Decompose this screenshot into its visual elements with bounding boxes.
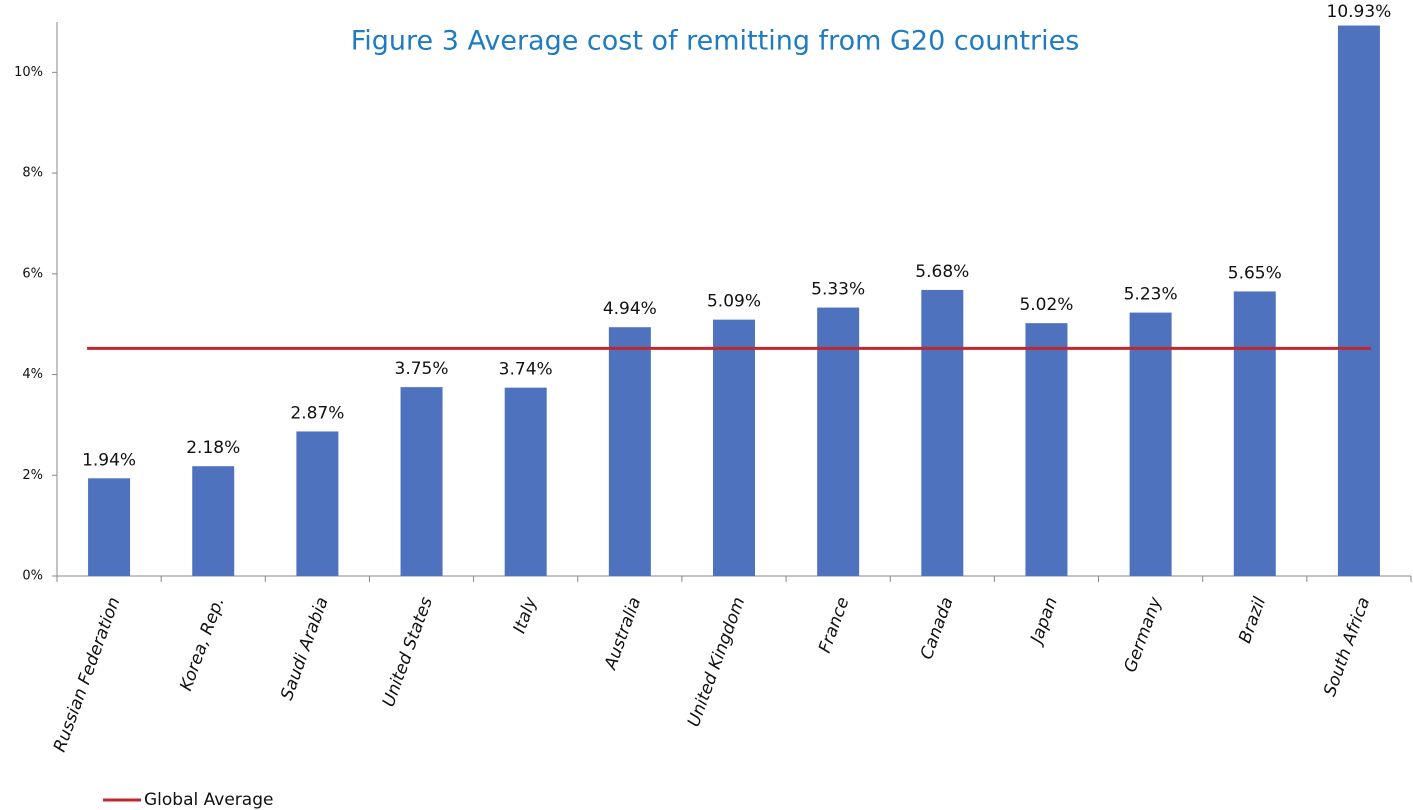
bar <box>1337 25 1380 577</box>
y-tick-label: 10% <box>14 65 43 80</box>
value-label: 2.18% <box>186 438 240 458</box>
x-tick-label: Canada <box>917 595 958 663</box>
x-tick-label: France <box>815 595 854 656</box>
bar <box>1233 291 1276 576</box>
x-tick-label: Germany <box>1120 594 1166 675</box>
bar <box>1025 323 1068 576</box>
value-label: 3.74% <box>499 360 553 380</box>
value-label: 3.75% <box>395 359 449 379</box>
y-tick-label: 0% <box>22 569 43 584</box>
bar <box>608 327 651 576</box>
x-tick-label: Japan <box>1026 595 1062 649</box>
y-tick-label: 8% <box>22 166 43 181</box>
value-label: 5.09% <box>707 292 761 312</box>
chart-title: Figure 3 Average cost of remitting from … <box>351 26 1080 57</box>
value-label: 5.68% <box>915 262 969 282</box>
bar <box>88 478 131 576</box>
x-tick-label: Korea, Rep. <box>176 595 228 694</box>
y-tick-label: 4% <box>22 367 43 382</box>
x-tick-label: Australia <box>600 595 645 673</box>
bar <box>400 387 443 576</box>
x-tick-label: United States <box>379 594 437 709</box>
value-label: 5.02% <box>1019 295 1073 315</box>
x-tick-label: Brazil <box>1235 594 1270 646</box>
bar <box>504 387 547 576</box>
value-label: 10.93% <box>1327 2 1392 22</box>
x-tick-label: South Africa <box>1320 595 1374 699</box>
value-label: 5.33% <box>811 280 865 300</box>
x-tick-label: Russian Federation <box>50 595 125 755</box>
bar <box>1129 312 1172 576</box>
value-label: 4.94% <box>603 299 657 319</box>
value-label: 2.87% <box>290 403 344 423</box>
value-label: 5.65% <box>1228 263 1282 283</box>
legend-label: Global Average <box>144 790 273 810</box>
value-label: 1.94% <box>82 450 136 470</box>
bar <box>921 289 964 576</box>
y-tick-label: 2% <box>22 468 43 483</box>
x-tick-label: Italy <box>510 594 542 636</box>
bar <box>192 466 235 576</box>
bar <box>713 319 755 576</box>
y-tick-label: 6% <box>22 266 43 281</box>
x-tick-label: Saudi Arabia <box>277 595 333 703</box>
bar <box>817 307 860 576</box>
x-tick-label: United Kingdom <box>684 595 749 730</box>
value-label: 5.23% <box>1124 285 1178 305</box>
bar <box>296 431 339 576</box>
